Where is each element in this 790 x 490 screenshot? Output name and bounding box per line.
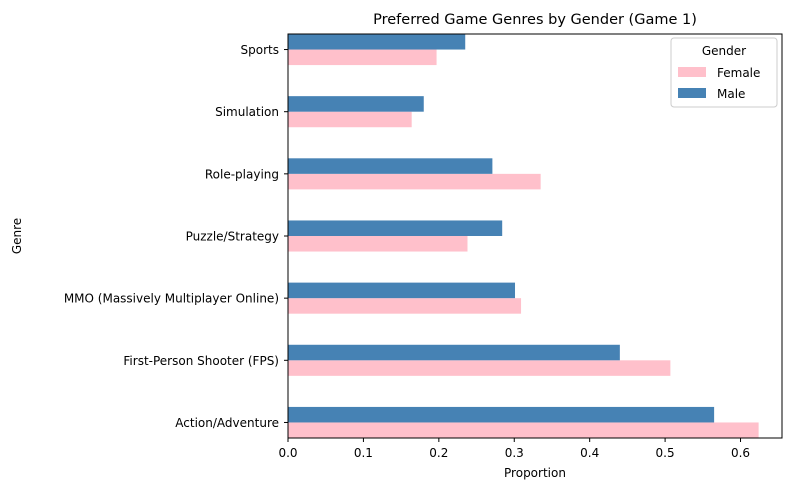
- bar-male: [288, 282, 516, 299]
- legend-label-female: Female: [717, 66, 760, 80]
- chart-title: Preferred Game Genres by Gender (Game 1): [373, 12, 697, 28]
- y-tick-label: Action/Adventure: [175, 416, 279, 430]
- bar-male: [288, 96, 424, 112]
- bar-male: [288, 220, 503, 236]
- legend: Gender Female Male: [670, 37, 778, 108]
- bar-female: [288, 360, 671, 376]
- x-axis-label: Proportion: [504, 466, 566, 480]
- x-tick-label: 0.6: [731, 446, 750, 460]
- x-tick-label: 0.2: [429, 446, 448, 460]
- bar-male: [288, 406, 715, 423]
- y-axis-label: Genre: [10, 218, 24, 254]
- bar-female: [288, 49, 437, 66]
- bar-female: [288, 173, 541, 190]
- bar-female: [288, 236, 468, 252]
- x-tick-label: 0.0: [278, 446, 297, 460]
- y-tick-label: Simulation: [215, 105, 279, 119]
- legend-label-male: Male: [717, 87, 745, 101]
- bar-female: [288, 298, 522, 314]
- x-tick-label: 0.1: [354, 446, 373, 460]
- legend-title: Gender: [702, 44, 746, 58]
- bar-female: [288, 111, 412, 128]
- y-tick-label: Sports: [241, 43, 279, 57]
- bar-male: [288, 158, 493, 174]
- y-tick-label: First-Person Shooter (FPS): [123, 354, 279, 368]
- x-axis-ticks: 0.0 0.1 0.2 0.3 0.4 0.5 0.6: [278, 438, 750, 460]
- legend-swatch-male: [678, 88, 706, 98]
- bar-male: [288, 34, 466, 50]
- x-tick-label: 0.3: [505, 446, 524, 460]
- bar-female: [288, 422, 759, 438]
- y-tick-label: MMO (Massively Multiplayer Online): [64, 292, 279, 306]
- x-tick-label: 0.5: [656, 446, 675, 460]
- bars-group: [288, 34, 759, 438]
- legend-swatch-female: [678, 67, 706, 77]
- y-tick-label: Role-playing: [205, 167, 279, 181]
- x-tick-label: 0.4: [580, 446, 599, 460]
- y-axis-ticks: Action/Adventure First-Person Shooter (FP…: [64, 43, 288, 430]
- bar-male: [288, 344, 620, 361]
- y-tick-label: Puzzle/Strategy: [186, 230, 279, 244]
